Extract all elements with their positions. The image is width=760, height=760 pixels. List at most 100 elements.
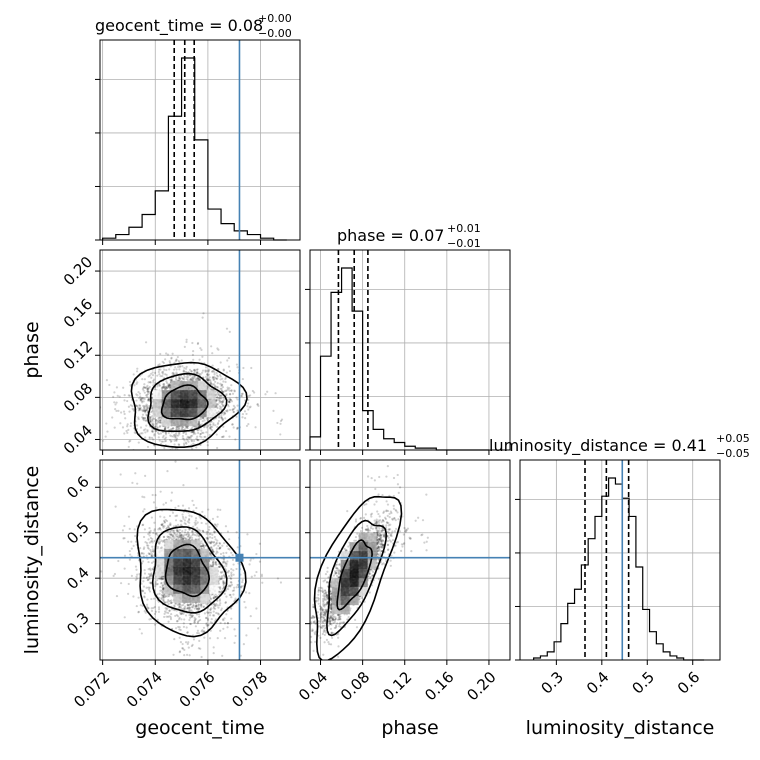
sample-point	[202, 545, 206, 548]
sample-point	[221, 654, 224, 657]
sample-point	[256, 403, 259, 406]
sample-point	[146, 390, 149, 393]
sample-point	[147, 398, 150, 401]
sample-point	[149, 536, 152, 540]
sample-point	[223, 573, 226, 576]
sample-point	[228, 401, 231, 404]
sample-point	[140, 409, 143, 412]
sample-point	[142, 418, 145, 421]
sample-point	[161, 584, 164, 587]
sample-point	[143, 569, 146, 572]
sample-point	[218, 373, 222, 376]
sample-point	[186, 607, 189, 610]
sample-point	[163, 521, 166, 524]
sample-point	[157, 419, 160, 422]
sample-point	[177, 427, 180, 431]
sample-point	[130, 547, 133, 550]
sample-point	[219, 590, 222, 593]
sample-point	[146, 388, 149, 392]
sample-point	[202, 544, 205, 547]
sample-point	[218, 590, 221, 594]
sample-point	[154, 425, 157, 428]
sample-point	[148, 531, 151, 535]
sample-point	[205, 426, 208, 429]
sample-point	[162, 385, 165, 388]
contour-line	[130, 361, 248, 448]
sample-point	[209, 379, 212, 382]
sample-point	[216, 446, 219, 450]
sample-point	[161, 594, 164, 598]
sample-point	[181, 426, 184, 429]
sample-point	[180, 536, 183, 540]
sample-point	[215, 399, 218, 402]
sample-point	[195, 467, 198, 470]
sample-point	[188, 606, 191, 609]
sample-point	[145, 424, 148, 427]
sample-point	[205, 536, 208, 540]
density-cell	[197, 399, 207, 409]
sample-point	[113, 401, 116, 404]
sample-point	[168, 386, 171, 389]
sample-point	[212, 559, 215, 562]
sample-point	[142, 429, 146, 432]
sample-point	[167, 384, 170, 387]
x-tick-label: 0.078	[228, 668, 271, 711]
title-geocent-time: geocent_time = 0.08	[95, 16, 263, 36]
sample-point	[120, 411, 123, 414]
sample-point	[157, 610, 161, 614]
sample-point	[174, 436, 177, 439]
sample-point	[218, 586, 221, 589]
sample-point	[143, 409, 146, 412]
sample-point	[232, 593, 235, 596]
sample-point	[159, 375, 162, 378]
sample-point	[231, 408, 235, 411]
sample-point	[234, 438, 237, 441]
sample-point	[145, 542, 149, 545]
sample-point	[155, 418, 158, 422]
sample-point	[143, 378, 146, 381]
sample-point	[232, 569, 235, 572]
sample-point	[163, 593, 166, 597]
sample-point	[188, 606, 191, 609]
sample-point	[141, 590, 145, 593]
sample-point	[117, 559, 120, 563]
sample-point	[198, 418, 201, 421]
sample-point	[174, 377, 178, 380]
sample-point	[143, 496, 146, 499]
sample-point	[158, 540, 162, 543]
sample-point	[141, 416, 144, 419]
sample-point	[164, 388, 167, 391]
sample-point	[213, 373, 216, 376]
sample-point	[209, 381, 212, 384]
sample-point	[136, 405, 139, 408]
sample-point	[148, 437, 151, 440]
sample-point	[164, 373, 167, 376]
sample-point	[214, 552, 218, 555]
sample-point	[224, 376, 228, 379]
sample-point	[205, 522, 208, 525]
sample-point	[162, 578, 165, 581]
sample-point	[232, 426, 235, 429]
sample-point	[224, 525, 228, 528]
sample-point	[193, 377, 196, 380]
sample-point	[176, 365, 180, 369]
sample-point	[222, 627, 225, 630]
sample-point	[180, 520, 183, 523]
sample-point	[164, 358, 167, 361]
sample-point	[188, 517, 191, 521]
sample-point	[177, 376, 180, 380]
sample-point	[248, 563, 251, 566]
title-luminosity-distance-plus: +0.05	[716, 432, 750, 445]
sample-point	[157, 421, 160, 424]
sample-point	[260, 575, 263, 578]
sample-point	[150, 581, 153, 585]
sample-point	[174, 534, 177, 537]
sample-point	[162, 386, 166, 389]
sample-point	[198, 615, 201, 618]
sample-point	[150, 553, 154, 556]
sample-point	[208, 614, 212, 617]
sample-point	[158, 416, 161, 419]
sample-point	[155, 429, 158, 432]
sample-point	[151, 374, 155, 377]
sample-point	[212, 423, 215, 426]
